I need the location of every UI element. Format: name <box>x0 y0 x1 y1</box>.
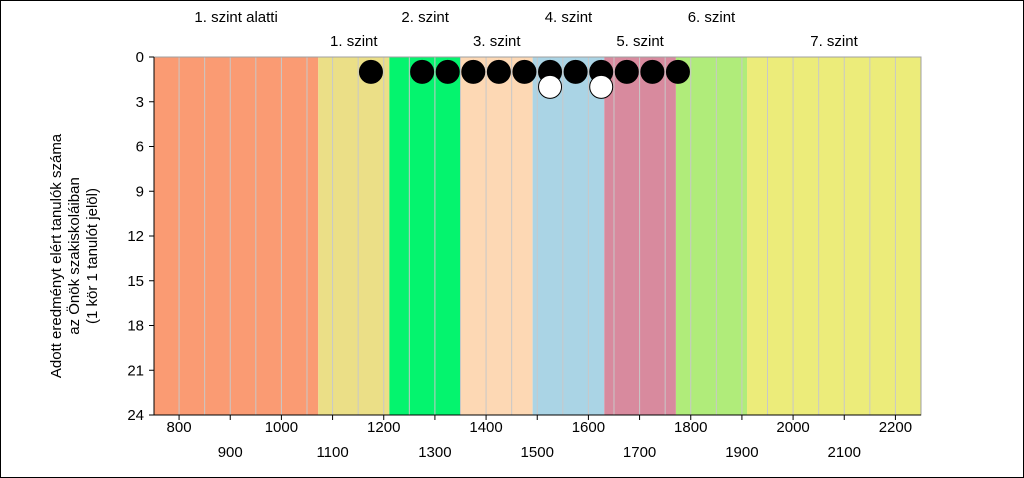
student-marker-filled <box>461 59 486 84</box>
y-tick-label: 15 <box>127 273 144 290</box>
band-7 <box>675 57 748 415</box>
y-axis-title: Adott eredményt elért tanulók számaaz Ön… <box>48 133 101 378</box>
x-tick-label: 2200 <box>879 419 912 436</box>
y-tick-label: 21 <box>127 362 144 379</box>
axes <box>149 56 921 420</box>
student-marker-filled <box>358 59 383 84</box>
level-label: 1. szint <box>330 33 378 50</box>
level-label: 4. szint <box>545 9 593 26</box>
x-tick-labels: 800 1000 1200 1400 1600 1800 2000 2200 900 1100 13… <box>167 419 913 461</box>
band-1 <box>154 57 319 415</box>
band-5 <box>532 57 605 415</box>
x-tick-label: 800 <box>167 419 192 436</box>
student-marker-open <box>589 74 614 99</box>
x-tick-label: 1000 <box>265 419 298 436</box>
band-6 <box>604 57 676 415</box>
student-marker-filled <box>614 59 639 84</box>
y-tick-label: 9 <box>136 183 144 200</box>
y-tick-label: 18 <box>127 318 144 335</box>
y-axis-title-line: az Önök szakiskoláiban <box>65 177 83 335</box>
x-tick-label: 1100 <box>316 444 348 461</box>
x-tick-label: 2100 <box>828 444 861 461</box>
x-tick-label: 1700 <box>623 444 656 461</box>
level-label: 2. szint <box>401 9 449 26</box>
level-label: 6. szint <box>688 9 736 26</box>
y-tick-label: 6 <box>136 139 144 156</box>
student-marker-filled <box>486 59 511 84</box>
x-tick-label: 1800 <box>674 419 707 436</box>
student-marker-filled <box>640 59 665 84</box>
student-marker-filled <box>665 59 690 84</box>
x-tick-label: 1400 <box>469 419 502 436</box>
y-tick-label: 3 <box>136 94 144 111</box>
x-tick-label: 1200 <box>367 419 400 436</box>
student-marker-filled <box>410 59 435 84</box>
x-tick-label: 1500 <box>521 444 554 461</box>
student-marker-filled <box>435 59 460 84</box>
band-8 <box>747 57 921 415</box>
y-axis-title-line: (1 kör 1 tanulót jelöl) <box>84 188 101 324</box>
x-tick-label: 900 <box>218 444 243 461</box>
student-marker-filled <box>512 59 537 84</box>
y-tick-label: 24 <box>127 407 144 424</box>
band-2 <box>318 57 390 415</box>
student-marker-open <box>538 74 563 99</box>
level-labels: 1. szint alatti 1. szint 2. szint 3. szint 4… <box>194 9 858 50</box>
x-tick-label: 1300 <box>418 444 451 461</box>
vertical-gridlines <box>178 57 896 415</box>
level-label: 3. szint <box>473 33 521 50</box>
x-tick-label: 1600 <box>572 419 605 436</box>
y-tick-label: 0 <box>136 49 144 66</box>
band-3 <box>389 57 462 415</box>
student-marker-filled <box>563 59 588 84</box>
y-axis-title-line: Adott eredményt elért tanulók száma <box>48 133 65 378</box>
band-4 <box>461 57 533 415</box>
level-label: 1. szint alatti <box>194 9 277 26</box>
x-tick-label: 1900 <box>725 444 758 461</box>
level-label: 5. szint <box>616 33 664 50</box>
y-tick-labels: 0 3 6 9 12 15 18 21 24 <box>127 49 144 424</box>
level-label: 7. szint <box>810 33 858 50</box>
x-tick-label: 2000 <box>776 419 809 436</box>
y-tick-label: 12 <box>127 228 144 245</box>
level-bands <box>154 57 921 415</box>
student-markers <box>358 59 690 99</box>
